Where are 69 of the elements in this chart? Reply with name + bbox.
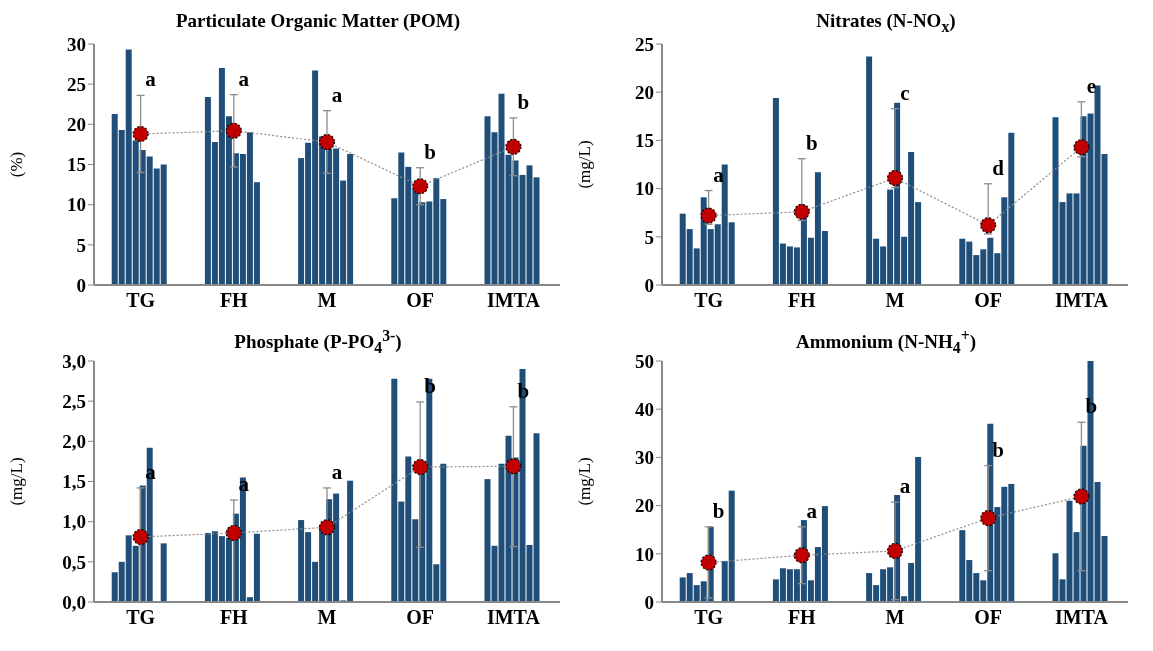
y-tick-label: 50 — [635, 350, 654, 372]
y-tick-label: 1,0 — [62, 511, 86, 533]
y-tick-label: 2,5 — [62, 390, 86, 412]
y-tick-label: 20 — [635, 495, 654, 517]
y-tick-label: 5 — [644, 226, 654, 248]
y-tick-label: 25 — [67, 73, 86, 95]
y-tick-label: 30 — [67, 33, 86, 55]
y-tick-label: 10 — [67, 194, 86, 216]
x-tick-label: OF — [406, 606, 435, 629]
chart-title: Nitrates (N-NO$_{x}$) — [816, 10, 956, 35]
x-tick-label: OF — [406, 289, 435, 312]
y-axis-title: (mg/L) — [575, 457, 595, 506]
annotation: d — [992, 155, 1005, 180]
y-tick-label: 1,5 — [62, 471, 86, 493]
y-tick-label: 30 — [635, 447, 654, 469]
annotation: a — [331, 82, 343, 107]
x-tick-label: IMTA — [486, 289, 541, 312]
x-tick-label: M — [317, 606, 337, 629]
y-tick-label: 15 — [67, 154, 86, 176]
x-tick-label: FH — [219, 606, 249, 629]
annotation: b — [712, 498, 725, 523]
x-tick-label: M — [317, 289, 337, 312]
annotation: a — [238, 66, 250, 91]
chart-title: Particulate Organic Matter (POM) — [175, 10, 461, 32]
x-tick-label: OF — [974, 289, 1003, 312]
x-tick-label: IMTA — [1054, 606, 1109, 629]
annotation: a — [145, 67, 157, 92]
x-tick-label: TG — [126, 289, 156, 312]
y-tick-label: 3,0 — [62, 350, 86, 372]
y-tick-label: 20 — [67, 114, 86, 136]
x-tick-label: FH — [219, 289, 249, 312]
y-tick-label: 10 — [635, 178, 654, 200]
x-tick-label: M — [885, 606, 905, 629]
x-tick-label: FH — [787, 606, 817, 629]
y-tick-label: 5 — [76, 234, 86, 256]
y-tick-label: 2,0 — [62, 431, 86, 453]
y-tick-label: 0 — [76, 274, 86, 296]
annotation: b — [805, 130, 818, 155]
x-tick-label: TG — [126, 606, 156, 629]
y-tick-label: 10 — [635, 543, 654, 565]
y-tick-label: 0,0 — [62, 591, 86, 613]
x-tick-label: M — [885, 289, 905, 312]
y-tick-label: 25 — [635, 33, 654, 55]
y-tick-label: 40 — [635, 398, 654, 420]
annotation: b — [517, 378, 530, 403]
y-tick-label: 0,5 — [62, 551, 86, 573]
x-tick-label: IMTA — [1054, 289, 1109, 312]
x-tick-label: IMTA — [486, 606, 541, 629]
annotation: b — [1085, 394, 1098, 419]
chart-title: Phosphate (P-PO$_{4}$$^{3-}$) — [234, 327, 402, 357]
annotation: a — [331, 459, 343, 484]
y-axis-title: (%) — [7, 151, 27, 178]
y-axis-title: (mg/L) — [575, 140, 595, 189]
annotation: c — [900, 80, 910, 105]
x-tick-label: FH — [787, 289, 817, 312]
y-tick-label: 0 — [644, 591, 654, 613]
y-tick-label: 20 — [635, 81, 654, 103]
annotation: a — [806, 498, 818, 523]
x-tick-label: TG — [694, 606, 724, 629]
annotation: b — [517, 89, 530, 114]
annotation: e — [1086, 73, 1097, 98]
x-tick-label: TG — [694, 289, 724, 312]
chart-title: Ammonium (N-NH$_{4}$$^{+}$) — [795, 327, 977, 357]
y-axis-title: (mg/L) — [7, 457, 27, 506]
y-tick-label: 15 — [635, 130, 654, 152]
x-tick-label: OF — [974, 606, 1003, 629]
y-tick-label: 0 — [644, 274, 654, 296]
annotation: b — [424, 139, 437, 164]
annotation: a — [899, 474, 911, 499]
